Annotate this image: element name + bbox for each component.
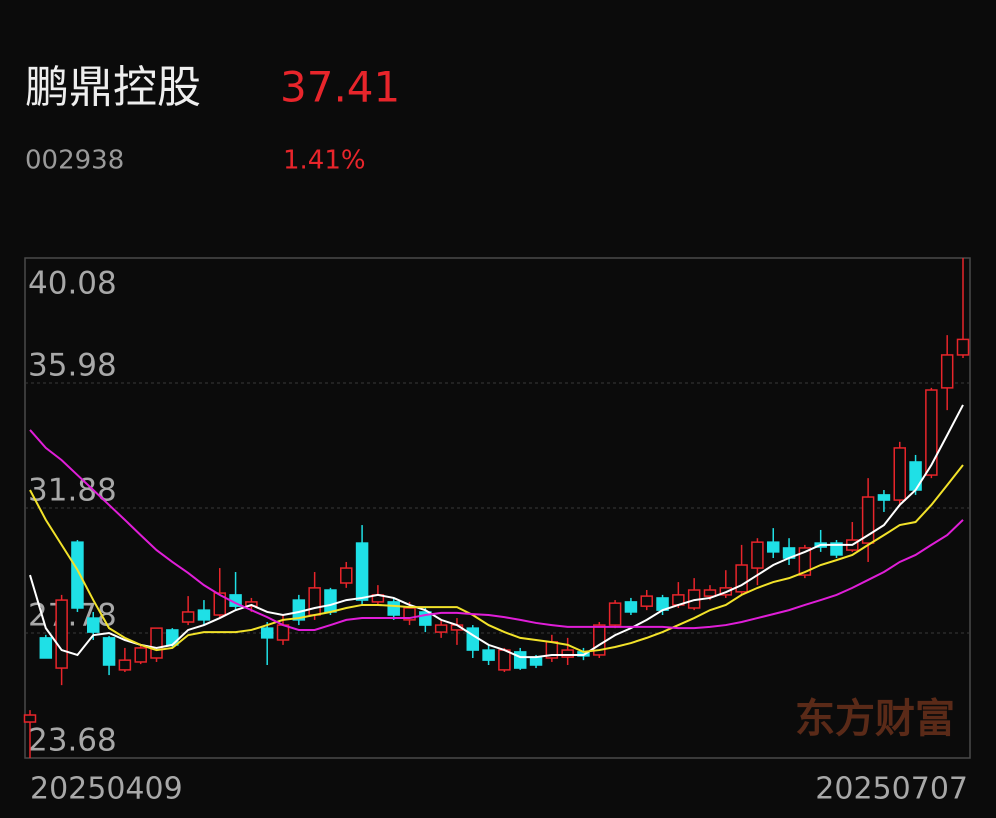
moving-average-line: [29, 404, 964, 659]
candle-body: [71, 541, 84, 609]
candle-body: [798, 547, 812, 576]
candle-body: [861, 496, 875, 544]
candle-body: [87, 617, 100, 633]
candle-body: [387, 601, 400, 616]
candle-body: [751, 541, 764, 569]
y-tick-label: 35.98: [28, 348, 117, 384]
candle-body: [150, 627, 163, 659]
y-tick-label: 31.88: [28, 473, 117, 509]
candle-body: [118, 659, 132, 671]
candle-body: [23, 714, 37, 723]
y-tick-label: 23.68: [28, 723, 117, 759]
candle-body: [940, 354, 954, 389]
price-change: 1.41%: [283, 146, 366, 176]
candle-body: [213, 592, 227, 616]
candle-body: [102, 637, 116, 666]
candle-body: [766, 541, 780, 553]
candle-body: [735, 564, 748, 593]
x-tick-label: 20250409: [30, 772, 183, 807]
candle-body: [529, 657, 543, 666]
candle-body: [640, 595, 653, 607]
candle-body: [181, 611, 195, 623]
candle-body: [197, 609, 211, 621]
candle-body: [593, 624, 606, 656]
candle-body: [276, 624, 290, 641]
chart-frame: [24, 257, 971, 759]
candle-body: [260, 627, 274, 639]
x-tick-label: 20250707: [815, 772, 968, 807]
candle-body: [703, 589, 717, 597]
candle-body: [340, 567, 353, 584]
y-tick-label: 40.08: [28, 266, 117, 302]
candle-body: [877, 494, 891, 501]
candle-body: [482, 649, 495, 661]
candle-body: [55, 599, 68, 669]
candle-body: [434, 624, 448, 633]
moving-average-line: [29, 464, 964, 653]
watermark: 东方财富: [795, 695, 955, 742]
candle-body: [498, 649, 511, 671]
candle-body: [608, 602, 622, 626]
candle-body: [324, 589, 337, 613]
candle-body: [893, 447, 906, 501]
candle-body: [466, 627, 480, 651]
candle-body: [355, 542, 369, 601]
candle-body: [419, 611, 432, 626]
candle-body: [624, 601, 638, 613]
moving-average-line: [29, 429, 964, 631]
candle-body: [925, 389, 938, 476]
candle-body: [166, 629, 179, 646]
candle-body: [830, 542, 843, 556]
candle-body: [561, 649, 574, 658]
stock-price: 37.41: [280, 63, 400, 112]
candle-body: [134, 647, 147, 663]
stock-code: 002938: [25, 146, 124, 176]
candle-body: [308, 587, 321, 616]
candle-body: [39, 637, 53, 659]
candle-body: [956, 338, 970, 356]
candle-body: [513, 651, 527, 669]
candle-body: [909, 461, 922, 491]
stock-name: 鹏鼎控股: [25, 62, 201, 113]
